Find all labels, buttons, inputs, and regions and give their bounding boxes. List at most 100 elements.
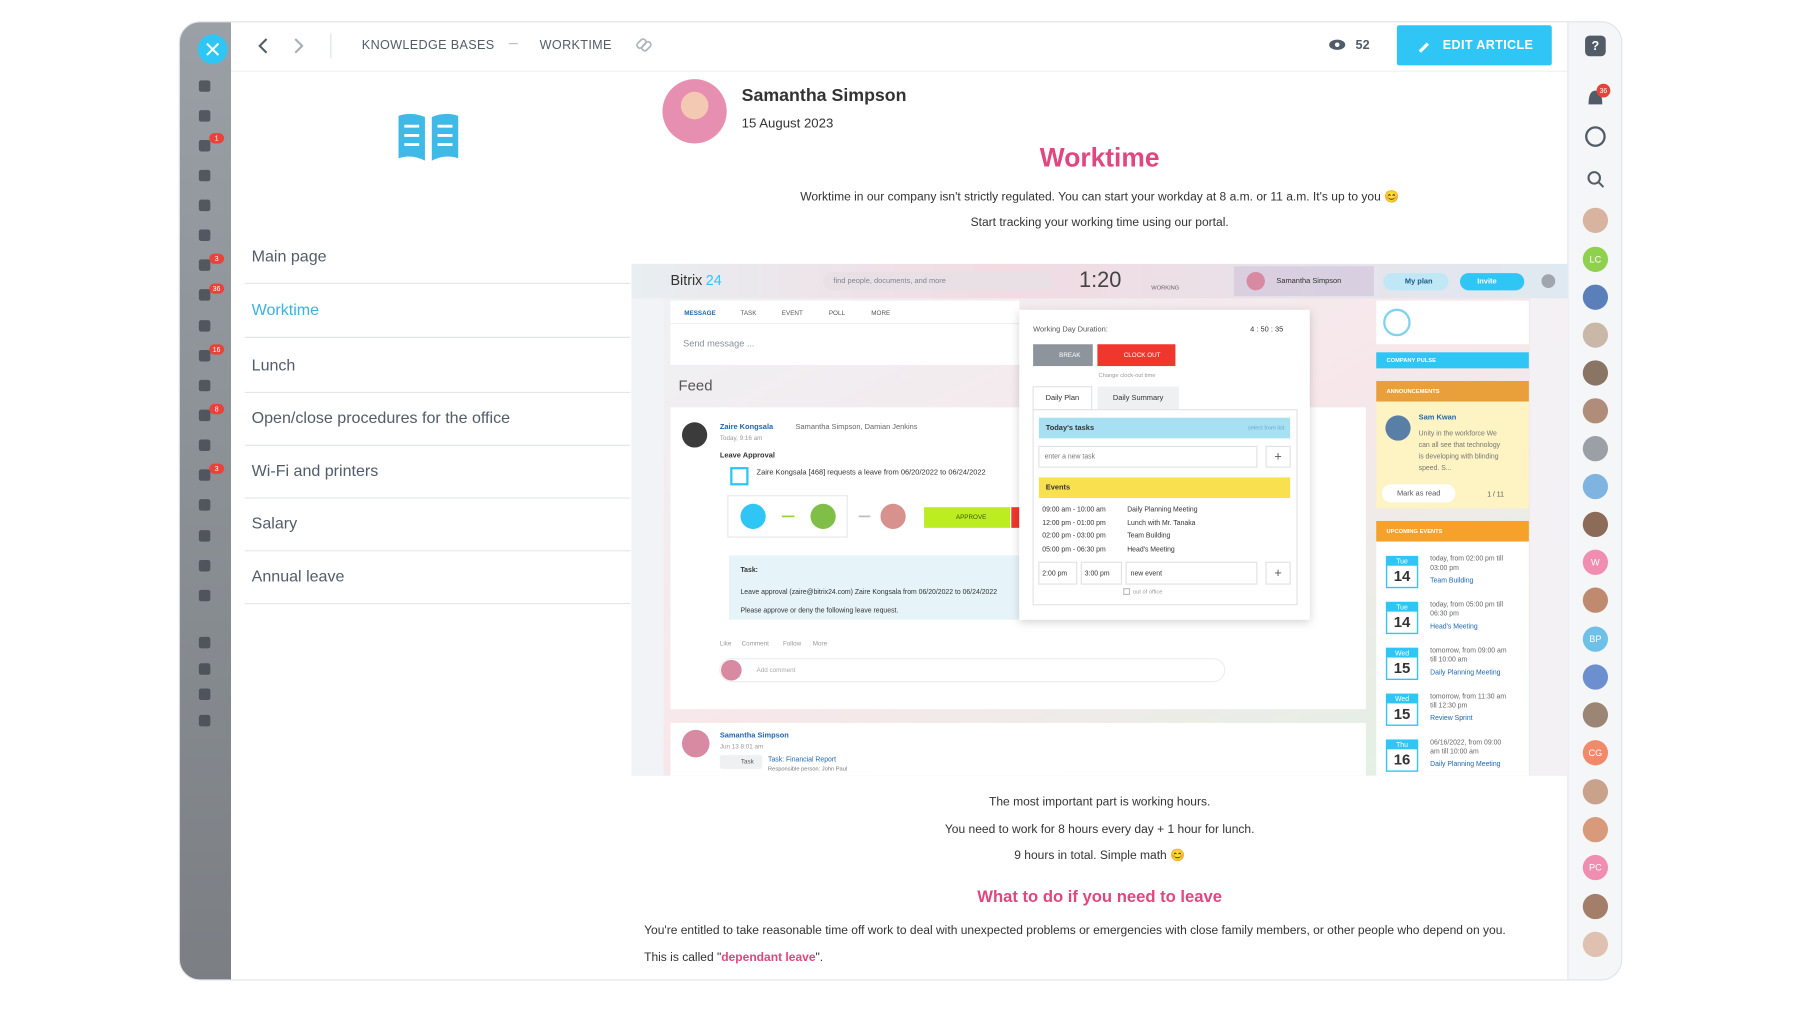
calendar-date: 16 (1394, 753, 1411, 769)
menu-icon (198, 289, 211, 301)
article-date: 15 August 2023 (742, 115, 834, 130)
post-time: Today, 9:16 am (720, 435, 763, 442)
paragraph: Start tracking your working time using o… (971, 215, 1229, 229)
text: This is called " (644, 950, 721, 964)
change-link: Change clock-out time (1099, 373, 1156, 379)
clock: 1:20 (1079, 267, 1121, 292)
mark-button (1381, 484, 1456, 503)
add-button (1265, 561, 1291, 585)
link-icon[interactable] (636, 38, 652, 52)
forward-button[interactable] (294, 38, 304, 54)
event-input-placeholder: new event (1131, 571, 1162, 578)
flow-avatar (740, 503, 766, 530)
upcoming-label: UPCOMING EVENTS (1387, 529, 1443, 535)
avatar (1582, 473, 1609, 500)
avatar (1582, 246, 1609, 272)
chat-icon[interactable] (1585, 126, 1606, 147)
post-author: Zaire Kongsala (720, 422, 774, 431)
menu-icon (198, 439, 211, 451)
edit-icon (1418, 42, 1430, 53)
event-name: Team Building (1127, 533, 1170, 540)
select-link: select from list (1248, 426, 1285, 432)
event-when: till 12:30 pm (1430, 703, 1467, 710)
help-glyph: ? (1592, 39, 1600, 53)
composer-placeholder: Send message ... (683, 339, 754, 349)
task-box (729, 555, 1020, 620)
edit-button-label: EDIT ARTICLE (1443, 38, 1534, 52)
badge (209, 403, 225, 415)
avatar (1582, 779, 1609, 805)
screenshot-right-bar (1529, 298, 1568, 776)
paragraph: This is called "dependant leave". (644, 950, 823, 964)
clock-out-label: CLOCK OUT (1124, 352, 1161, 359)
back-button[interactable] (258, 38, 268, 54)
menu-icon (198, 409, 211, 422)
badge (209, 344, 225, 355)
pager: 1 / 11 (1487, 491, 1504, 498)
event-name: Head's Meeting (1127, 546, 1175, 553)
event-when: tomorrow, from 09:00 am (1430, 647, 1507, 654)
pulse-ring (1383, 308, 1411, 337)
user-avatar (1246, 271, 1265, 291)
menu-icon (198, 499, 211, 511)
clock-out-button (1097, 344, 1176, 367)
flow-avatar (810, 503, 836, 530)
menu-icon (198, 589, 211, 602)
nav-item: Wi-Fi and printers (252, 462, 379, 480)
avatar (1582, 436, 1609, 462)
avatar-initials: PC (1589, 863, 1602, 873)
post-time: Jun 13 8:01 am (720, 744, 763, 751)
calendar-day: Wed (1395, 650, 1409, 657)
avatar (1582, 360, 1609, 386)
events-title: Events (1046, 483, 1070, 492)
event-name: Head's Meeting (1430, 623, 1478, 630)
avatar (1582, 664, 1609, 690)
pulse-bar (1376, 352, 1529, 369)
task-text: Leave approval (zaire@bitrix24.com) Zair… (740, 589, 997, 596)
paragraph: You need to work for 8 hours every day +… (945, 822, 1255, 836)
close-icon (206, 42, 220, 56)
post-card (670, 722, 1366, 776)
announcements-header (1376, 380, 1529, 402)
popup-tab: Daily Summary (1113, 393, 1164, 402)
search-icon (1598, 181, 1605, 188)
task-note: Please approve or deny the following lea… (740, 607, 898, 614)
menu-icon (198, 199, 211, 212)
tab (1097, 386, 1179, 410)
badge-count: 36 (1600, 88, 1608, 95)
menu-icon (198, 349, 211, 362)
event-time: 12:00 pm - 01:00 pm (1042, 520, 1106, 527)
time-input-value: 2:00 pm (1042, 571, 1067, 578)
embedded-screenshot (631, 263, 1568, 776)
invite-label: Invite (1477, 277, 1496, 286)
user-name: Samantha Simpson (1276, 276, 1341, 285)
menu-icon (198, 663, 211, 675)
help-icon[interactable] (1585, 35, 1606, 57)
mark-label: Mark as read (1397, 488, 1440, 497)
feed-title: Feed (679, 379, 713, 395)
paragraph: 9 hours in total. Simple math 😊 (1014, 848, 1185, 862)
post-action: Comment (742, 640, 770, 647)
nav-item: Main page (252, 247, 327, 265)
plan-button (1383, 273, 1449, 291)
calendar-date: 15 (1394, 707, 1411, 723)
out-of-office: out of office (1133, 590, 1162, 596)
checkbox (1123, 588, 1131, 595)
breadcrumb: KNOWLEDGE BASES (362, 38, 495, 52)
avatar (1582, 398, 1609, 424)
composer-tab: MORE (871, 310, 890, 317)
avatar-initials: BP (1589, 634, 1601, 644)
calendar-date: 15 (1394, 661, 1411, 677)
edit-button[interactable] (1396, 25, 1552, 66)
search-icon[interactable] (1587, 171, 1602, 185)
menu-icon (198, 80, 211, 92)
plus: + (1274, 566, 1281, 580)
event-when: today, from 02:00 pm till (1430, 556, 1503, 563)
composer-card (670, 300, 1020, 365)
leave-icon (730, 467, 749, 486)
announcement-text: is developing with blinding (1419, 454, 1499, 461)
avatar (1582, 931, 1609, 958)
avatar (1582, 322, 1609, 348)
timeman-card (1376, 300, 1529, 345)
